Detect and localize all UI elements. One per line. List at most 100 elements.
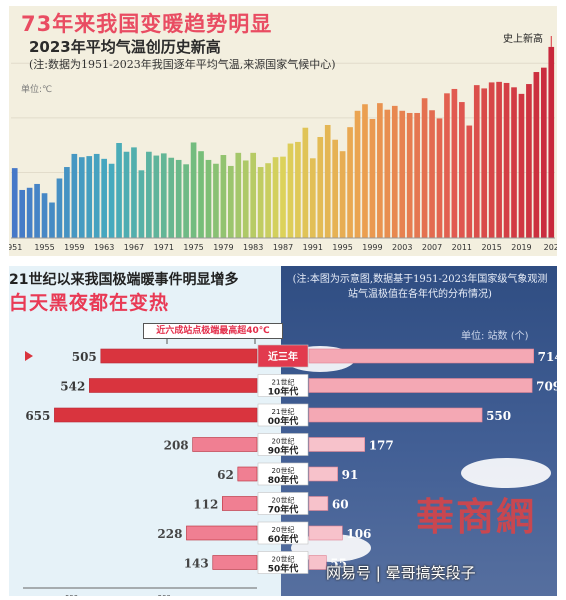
bar-year-2017 [503, 82, 510, 238]
bar-year-2010 [451, 88, 458, 238]
bar-year-1964 [108, 163, 115, 238]
bar-year-1971 [160, 153, 167, 238]
x-tick-label: 1991 [303, 243, 323, 252]
bar-year-1977 [205, 159, 212, 238]
category-label-top: 21世纪 [272, 378, 295, 387]
value-high-label: 112 [193, 498, 218, 512]
bar-year-2009 [444, 93, 450, 238]
bar-year-2014 [481, 88, 488, 238]
bar-year-1991 [309, 158, 316, 238]
chart-title: 21世纪以来我国极端暖事件明显增多 [9, 272, 239, 288]
bar-year-1962 [93, 153, 100, 238]
x-tick-label: 1959 [64, 243, 84, 252]
chart-subtitle: 2023年平均气温创历史新高 [29, 38, 221, 56]
bar-high-5 [222, 496, 258, 511]
value-low-label: 55 [330, 557, 347, 571]
bar-year-2013 [473, 85, 480, 238]
bar-year-1993 [324, 124, 331, 238]
category-label: 近三年 [268, 350, 298, 363]
unit-label: 单位: 站数 (个) [461, 331, 529, 342]
category-label-bottom: 10年代 [268, 386, 299, 398]
x-tick-label: 2003 [392, 243, 412, 252]
bar-year-2006 [421, 98, 428, 238]
bar-year-2019 [518, 93, 525, 238]
x-tick-label: 1983 [243, 243, 263, 252]
category-label-box [257, 403, 309, 427]
bar-year-1955 [41, 193, 48, 238]
value-high-label: 655 [25, 409, 50, 423]
value-low-label: 550 [486, 409, 511, 423]
x-tick-label: 1971 [154, 243, 174, 252]
bar-year-1975 [190, 142, 197, 238]
bar-year-1981 [235, 152, 242, 238]
bar-low-2 [308, 407, 483, 423]
category-label-box [257, 492, 309, 515]
bar-year-2012 [466, 125, 473, 238]
bar-year-1958 [64, 167, 70, 238]
record-annotation: 史上新高 [503, 34, 543, 45]
category-label-bottom: 90年代 [268, 445, 299, 457]
extreme-events-panel: 600300505714近三年54270921世纪10年代65555021世纪0… [9, 266, 557, 596]
bar-year-2005 [414, 112, 420, 238]
category-label-top: 20世纪 [272, 437, 295, 446]
y-axis-unit: 单位:℃ [21, 85, 53, 95]
bar-high-2 [54, 407, 258, 423]
bar-year-1966 [123, 151, 130, 238]
chart-subtitle: 白天黑夜都在变热 [9, 292, 170, 314]
x-tick-label: 2019 [511, 243, 531, 252]
category-label-bottom: 60年代 [268, 533, 299, 545]
bar-year-2002 [391, 105, 398, 239]
bar-year-1984 [257, 167, 264, 238]
category-label-bottom: 00年代 [268, 415, 299, 427]
bar-low-3 [308, 437, 365, 452]
bar-year-1973 [175, 159, 182, 238]
value-high-label: 228 [157, 527, 182, 541]
bar-year-1953 [26, 187, 33, 238]
bar-year-1956 [49, 202, 55, 238]
bar-year-1992 [317, 137, 324, 238]
bar-year-1995 [339, 151, 346, 238]
category-label-box [257, 551, 309, 574]
bar-year-1988 [287, 143, 294, 238]
chart-note: (注:数据为1951-2023年我国逐年平均气温,来源国家气候中心) [29, 58, 336, 71]
bar-year-1970 [153, 155, 160, 238]
bar-year-1960 [78, 157, 85, 238]
bar-year-2018 [511, 87, 517, 239]
bar-year-1997 [354, 110, 361, 238]
bar-low-5 [308, 496, 329, 511]
bar-year-2016 [496, 81, 502, 238]
temperature-chart-panel: 951 1955 1959 1963 1967 1971 1975 1979 1983 1987 1… [9, 6, 557, 256]
bar-high-4 [237, 466, 258, 482]
x-tick-label: 1963 [94, 243, 114, 252]
x-tick-label: 202 [544, 243, 557, 252]
bar-year-1990 [302, 127, 309, 238]
category-label-top: 20世纪 [272, 496, 295, 505]
category-label-box [257, 374, 309, 397]
x-tick-label: 2015 [481, 243, 501, 252]
category-label-bottom: 80年代 [268, 474, 299, 486]
bar-low-4 [308, 466, 338, 482]
category-label-box [257, 344, 309, 368]
pointer-icon [25, 351, 33, 361]
category-label-top: 20世纪 [272, 466, 295, 475]
bar-high-6 [186, 525, 258, 541]
bar-year-1982 [242, 160, 249, 238]
bar-low-0 [308, 348, 534, 364]
bar-year-1952 [19, 189, 26, 238]
bar-high-1 [89, 378, 258, 393]
value-low-label: 714 [538, 350, 557, 364]
bar-year-1967 [131, 147, 137, 238]
bar-year-2011 [459, 102, 465, 239]
bar-year-2001 [384, 109, 391, 239]
extreme-events-bar-chart: 600300505714近三年54270921世纪10年代65555021世纪0… [23, 337, 557, 596]
bar-year-2007 [429, 110, 435, 238]
bar-year-2021 [533, 72, 540, 238]
bar-year-1985 [265, 163, 271, 238]
cloud-icon [461, 458, 551, 488]
category-label-box [257, 462, 309, 486]
x-tick-label: 1955 [34, 243, 54, 252]
bar-year-1974 [183, 164, 189, 238]
x-tick-label: 2007 [422, 243, 442, 252]
value-high-label: 208 [164, 439, 189, 453]
bar-year-1978 [213, 163, 219, 238]
